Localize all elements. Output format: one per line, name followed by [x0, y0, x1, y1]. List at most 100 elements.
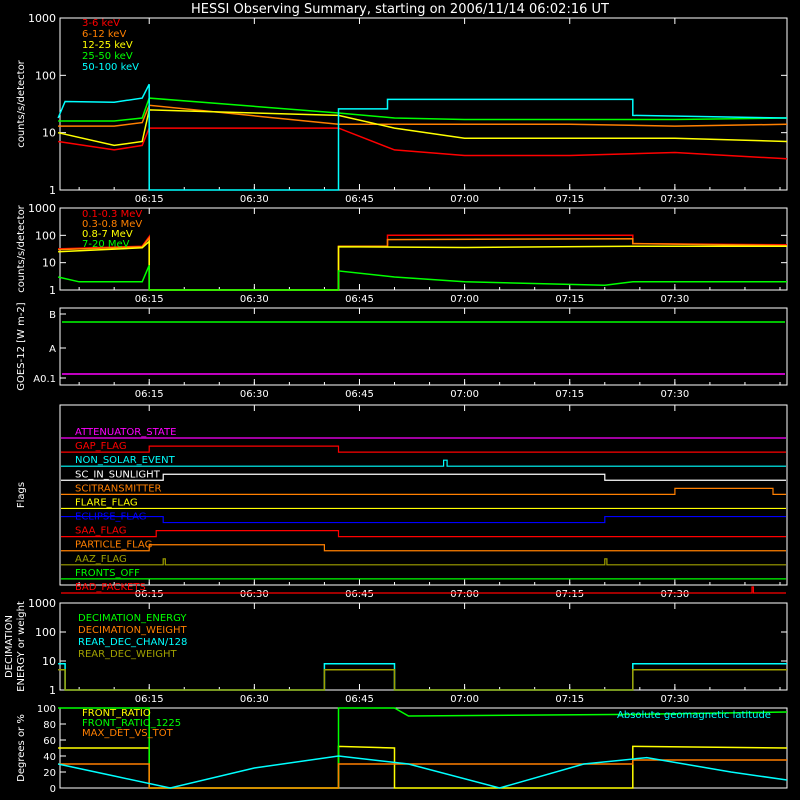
decimation-legend-entry: DECIMATION_WEIGHT: [78, 625, 187, 636]
time-tick-label: 07:15: [555, 194, 584, 205]
bottom-y-tick-label: 60: [43, 736, 56, 747]
goes-y-tick-label: A0.1: [33, 374, 56, 385]
bottom-series-line: [57, 755, 788, 789]
decimation-legend-entry: DECIMATION_ENERGY: [78, 613, 187, 624]
time-tick-label: 06:15: [135, 589, 164, 600]
flag-trace: [61, 544, 786, 552]
flag-trace: [61, 515, 786, 524]
y-tick-label: 1000: [28, 597, 56, 610]
flag-trace: [61, 530, 786, 538]
time-tick-label: 07:30: [660, 294, 689, 305]
flag-label: SC_IN_SUNLIGHT: [75, 469, 161, 480]
time-tick-label: 07:15: [555, 694, 584, 705]
xray-panel-frame: [59, 17, 788, 191]
goes-panel-frame: [59, 307, 788, 386]
gamma-ylabel: counts/s/detector: [16, 204, 27, 292]
xray-series-line: [57, 109, 788, 147]
time-tick-label: 06:15: [135, 194, 164, 205]
flag-label: BAD_PACKETS: [75, 582, 146, 593]
time-tick-label: 07:15: [555, 294, 584, 305]
decimation-series-line: [58, 668, 787, 691]
time-tick-label: 06:30: [240, 589, 269, 600]
latitude-annotation: Absolute geomagnetic latitude: [617, 710, 771, 721]
flag-label: GAP_FLAG: [75, 441, 127, 452]
time-tick-label: 07:30: [660, 694, 689, 705]
flag-trace: [61, 473, 786, 481]
goes-y-tick-label: B: [49, 310, 56, 321]
gamma-legend-entry: 7-20 MeV: [82, 239, 130, 250]
gamma-legend-entry: 0.1-0.3 MeV: [82, 209, 142, 220]
xray-legend-entry: 50-100 keV: [82, 62, 139, 73]
plot-title: HESSI Observing Summary, starting on 200…: [191, 2, 609, 17]
bottom-y-tick-label: 100: [37, 704, 56, 715]
xray-legend-entry: 25-50 keV: [82, 51, 133, 62]
gamma-legend-entry: 0.3-0.8 MeV: [82, 219, 142, 230]
bottom-y-tick-label: 0: [50, 784, 56, 795]
bottom-legend-entry: MAX_DET_VS_TOT: [82, 728, 174, 739]
y-tick-label: 10: [42, 127, 56, 140]
time-tick-label: 07:00: [450, 694, 479, 705]
y-tick-label: 1: [49, 184, 56, 197]
flag-label: ATTENUATOR_STATE: [75, 427, 176, 438]
decimation-series-line: [58, 663, 787, 691]
decimation-legend-entry: REAR_DEC_WEIGHT: [78, 649, 177, 660]
gamma-panel-frame: [59, 207, 788, 291]
flags-ylabel: Flags: [16, 482, 27, 508]
bottom-legend-entry: FRONT_RATIO: [82, 708, 151, 719]
flag-label: FRONTS_OFF: [75, 568, 140, 579]
flags-panel-frame: [59, 404, 788, 586]
time-tick-label: 07:00: [450, 294, 479, 305]
flag-label: AAZ_FLAG: [75, 554, 127, 565]
xray-series-line: [58, 104, 788, 127]
y-tick-label: 100: [35, 626, 56, 639]
time-tick-label: 06:45: [345, 694, 374, 705]
xray-series-line: [58, 97, 788, 122]
flag-trace: [61, 459, 786, 467]
time-tick-label: 07:15: [555, 589, 584, 600]
flag-trace: [61, 586, 786, 594]
bottom-series-line: [58, 707, 788, 789]
time-tick-label: 06:30: [240, 194, 269, 205]
time-tick-label: 06:30: [240, 694, 269, 705]
time-tick-label: 06:45: [345, 389, 374, 400]
y-tick-label: 10: [42, 257, 56, 270]
goes-y-tick-label: A: [49, 344, 56, 355]
time-tick-label: 07:30: [660, 589, 689, 600]
goes-ylabel: GOES-12 [W m-2]: [16, 302, 27, 390]
gamma-legend-entry: 0.8-7 MeV: [82, 229, 133, 240]
y-tick-label: 1000: [28, 12, 56, 25]
decimation-ylabel: ENERGY or weight: [16, 601, 27, 692]
xray-legend-entry: 12-25 keV: [82, 40, 133, 51]
flag-trace: [61, 558, 786, 566]
xray-ylabel: counts/s/detector: [16, 59, 27, 147]
decimation-legend-entry: REAR_DEC_CHAN/128: [78, 637, 187, 648]
bottom-legend-entry: FRONT_RATIO_1225: [82, 718, 181, 729]
flag-trace: [61, 487, 786, 495]
flag-label: SAA_FLAG: [75, 526, 126, 537]
gamma-series-line: [57, 265, 787, 291]
time-tick-label: 06:30: [240, 389, 269, 400]
flag-label: FLARE_FLAG: [75, 497, 138, 508]
gamma-series-line: [58, 239, 787, 291]
y-tick-label: 1000: [28, 202, 56, 215]
y-tick-label: 100: [35, 229, 56, 242]
decimation-ylabel: DECIMATION: [4, 615, 15, 678]
bottom-y-tick-label: 40: [43, 752, 56, 763]
bottom-ylabel: Degrees or %: [16, 714, 27, 782]
bottom-series-line: [58, 759, 787, 789]
bottom-y-tick-label: 80: [43, 720, 56, 731]
time-tick-label: 06:15: [135, 389, 164, 400]
time-tick-label: 07:00: [450, 389, 479, 400]
time-tick-label: 07:00: [450, 589, 479, 600]
flag-label: PARTICLE_FLAG: [75, 540, 152, 551]
time-tick-label: 06:45: [345, 194, 374, 205]
time-tick-label: 06:15: [135, 694, 164, 705]
xray-series-line: [57, 83, 788, 191]
y-tick-label: 10: [42, 655, 56, 668]
y-tick-label: 1: [49, 284, 56, 297]
flag-label: SCITRANSMITTER: [75, 483, 162, 494]
time-tick-label: 07:30: [660, 194, 689, 205]
time-tick-label: 07:15: [555, 389, 584, 400]
xray-legend-entry: 3-6 keV: [82, 18, 120, 29]
